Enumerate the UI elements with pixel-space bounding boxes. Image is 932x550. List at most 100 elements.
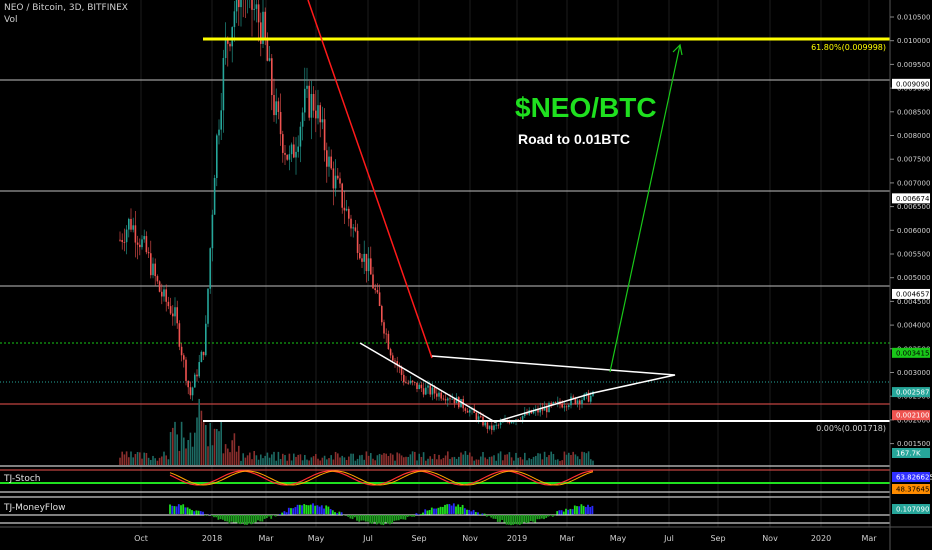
candle-body (260, 22, 262, 44)
candle-body (376, 290, 379, 293)
time-tick-label: Nov (462, 534, 478, 543)
candle-body (277, 101, 280, 112)
time-tick-label: 2020 (811, 534, 831, 543)
time-tick-label: Sep (411, 534, 426, 543)
candle-body (491, 425, 493, 430)
candle-body (543, 407, 546, 411)
moneyflow-bar (204, 515, 207, 516)
volume-bar (471, 456, 473, 465)
volume-bar (427, 458, 429, 465)
moneyflow-bar (263, 515, 266, 519)
candle-body (420, 384, 423, 389)
moneyflow-bar (265, 515, 268, 519)
price-tick-label: 0.008000 (897, 132, 930, 140)
moneyflow-bar (353, 515, 356, 518)
volume-bar (383, 453, 385, 465)
candle-body (264, 11, 266, 41)
moneyflow-bar (507, 515, 510, 525)
price-tick-label: 0.006500 (897, 203, 930, 211)
candle-body (123, 242, 126, 243)
candle-body (508, 421, 511, 424)
moneyflow-bar (250, 515, 253, 525)
volume-bar (209, 422, 211, 465)
candle-body (480, 416, 482, 418)
moneyflow-bar (213, 515, 215, 518)
volume-bar (295, 456, 297, 465)
candle-body (532, 411, 535, 414)
volume-bar (374, 460, 376, 465)
volume-bar (207, 446, 209, 465)
candle-body (469, 409, 471, 413)
moneyflow-bar (477, 512, 479, 515)
candle-body (343, 207, 346, 211)
volume-bar (282, 453, 284, 465)
downtrend-line[interactable] (307, 0, 433, 359)
price-tick-label: 0.005500 (897, 251, 930, 259)
volume-bar (183, 437, 185, 465)
candle-body (301, 112, 304, 127)
price-tick-label: 0.006000 (897, 227, 930, 235)
moneyflow-bar (186, 507, 189, 515)
candle-body (240, 0, 242, 8)
candle-body (326, 150, 328, 167)
moneyflow-bar (404, 515, 407, 520)
candle-body (405, 382, 407, 384)
candle-body (495, 424, 497, 426)
moneyflow-bar (182, 504, 185, 514)
volume-bar (156, 460, 159, 465)
volume-bar (253, 451, 255, 465)
volume-bar (136, 452, 139, 465)
volume-bar (411, 451, 414, 465)
candle-body (198, 362, 200, 377)
moneyflow-bar (210, 515, 213, 516)
volume-bar (227, 448, 229, 465)
candle-body (546, 407, 548, 413)
time-tick-label: Nov (762, 534, 778, 543)
moneyflow-bar (235, 515, 237, 523)
indicator-value-text: 48.376452 (896, 486, 932, 494)
moneyflow-bar (488, 515, 490, 516)
candle-body (273, 95, 275, 116)
candle-body (130, 218, 132, 230)
moneyflow-bar (369, 515, 372, 524)
candle-body (460, 399, 462, 408)
triangle-pattern[interactable] (359, 342, 676, 423)
volume-bar (418, 453, 420, 465)
volume-bar (266, 452, 269, 465)
moneyflow-bar (331, 510, 334, 515)
candle-body (438, 392, 440, 397)
volume-bar (172, 427, 174, 465)
moneyflow-histogram (169, 503, 594, 526)
volume-bar (158, 457, 161, 465)
time-axis-ticks[interactable]: Oct 2018 Mar May Jul Sep Nov 2019 Mar May Jul Sep No… (134, 534, 877, 543)
moneyflow-bar (589, 507, 592, 515)
moneyflow-bar (191, 510, 193, 515)
moneyflow-bar (582, 505, 585, 515)
moneyflow-bar (384, 515, 387, 523)
moneyflow-bar (455, 506, 457, 515)
moneyflow-bar (576, 506, 578, 515)
volume-label: Vol (4, 15, 18, 25)
candle-body (282, 134, 284, 153)
moneyflow-bar (532, 515, 534, 522)
moneyflow-bar (228, 515, 231, 524)
moneyflow-bar (428, 510, 431, 515)
moneyflow-bar (501, 515, 504, 520)
target-arrow[interactable] (609, 44, 681, 373)
candle-body (295, 151, 297, 158)
volume-bar (488, 456, 491, 465)
moneyflow-bar (241, 515, 244, 524)
candle-body (484, 422, 486, 426)
volume-bar (205, 425, 207, 465)
moneyflow-indicator-label: TJ-MoneyFlow (4, 503, 66, 513)
moneyflow-bar (171, 505, 174, 515)
volume-bar (218, 431, 220, 465)
volume-bar (515, 452, 517, 465)
volume-bar (356, 458, 359, 465)
moneyflow-bar (327, 506, 330, 515)
volume-bar (174, 421, 176, 465)
moneyflow-bar (505, 515, 508, 525)
moneyflow-bar (516, 515, 519, 525)
candle-body (222, 58, 225, 111)
